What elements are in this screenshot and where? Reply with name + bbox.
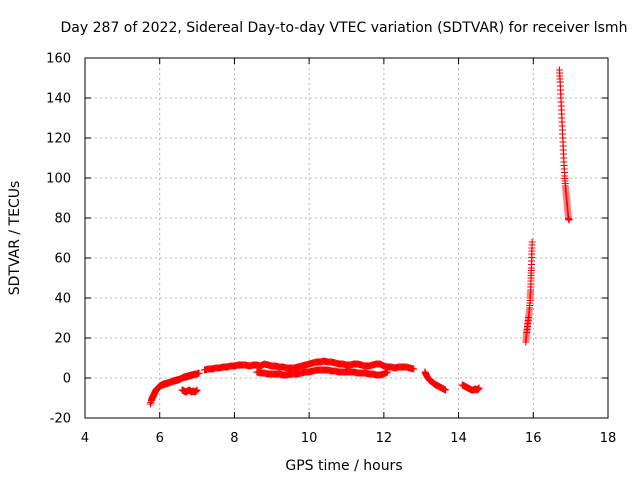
grid-layer [85, 58, 608, 418]
x-tick-label: 10 [301, 431, 318, 446]
tick-layer: 4 6 8 10 12 14 16 18 -20 0 20 40 60 80 100 120 140 160 [46, 52, 616, 447]
y-tick-label: 0 [63, 372, 71, 387]
x-axis-label: GPS time / hours [285, 458, 402, 474]
y-tick-label: 100 [46, 172, 71, 187]
y-tick-label: 160 [46, 52, 71, 67]
x-tick-label: 14 [450, 431, 467, 446]
chart-title: Day 287 of 2022, Sidereal Day-to-day VTE… [61, 20, 628, 36]
y-tick-label: 80 [54, 212, 71, 227]
data-point [195, 369, 203, 377]
data-point [193, 386, 201, 394]
y-tick-label: 120 [46, 132, 71, 147]
data-point [441, 386, 449, 394]
data-point [384, 368, 392, 376]
x-tick-label: 16 [525, 431, 542, 446]
plot-frame [84, 57, 609, 419]
x-tick-label: 6 [156, 431, 164, 446]
y-tick-label: 60 [54, 252, 71, 267]
data-point [475, 384, 483, 392]
data-point [191, 370, 199, 378]
y-tick-label: 140 [46, 92, 71, 107]
y-tick-label: -20 [50, 412, 71, 427]
y-tick-label: 40 [54, 292, 71, 307]
data-point [528, 238, 536, 246]
data-point [410, 365, 418, 373]
y-tick-label: 20 [54, 332, 71, 347]
x-tick-label: 8 [230, 431, 238, 446]
data-point [565, 216, 573, 224]
x-tick-label: 18 [600, 431, 617, 446]
data-points-layer [146, 66, 573, 408]
x-tick-label: 12 [376, 431, 393, 446]
y-axis-label: SDTVAR / TECUs [7, 181, 23, 296]
x-tick-label: 4 [81, 431, 89, 446]
